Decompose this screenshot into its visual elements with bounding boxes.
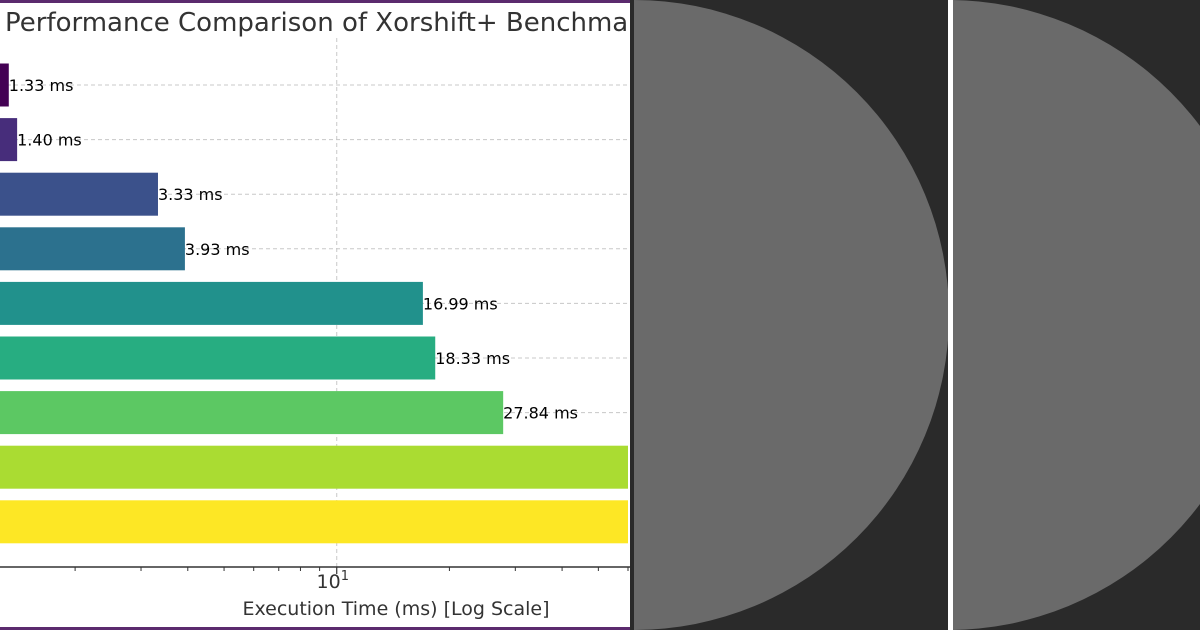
gray-disc-1 (634, 0, 948, 630)
frame-bottom-border (0, 627, 630, 630)
bar-8 (0, 500, 628, 544)
data-label-3: 3.93 ms (185, 240, 250, 259)
bar-layer (0, 63, 628, 544)
chart-panel: 1.33 ms 1.40 ms 3.33 ms 3.93 ms 16.99 ms 18.3… (0, 0, 630, 630)
data-label-6: 27.84 ms (503, 404, 578, 423)
panel-divider-white (948, 0, 953, 630)
bar-1 (0, 118, 18, 162)
gray-disc-2 (953, 0, 1200, 630)
thumbnail-panel-2 (953, 0, 1200, 630)
x-tick-layer: 101 (74, 567, 629, 593)
chart-title: Performance Comparison of Xorshift+ Benc… (5, 8, 630, 38)
bar-6 (0, 391, 504, 435)
panel-divider (630, 0, 634, 630)
thumbnail-panel-1 (634, 0, 948, 630)
data-label-5: 18.33 ms (435, 349, 510, 368)
bar-3 (0, 227, 185, 271)
bar-4 (0, 281, 423, 325)
x-axis-label: Execution Time (ms) [Log Scale] (242, 598, 549, 620)
bar-chart: 1.33 ms 1.40 ms 3.33 ms 3.93 ms 16.99 ms 18.3… (0, 0, 630, 630)
data-label-1: 1.40 ms (17, 131, 82, 150)
bar-2 (0, 172, 158, 216)
bar-0 (0, 63, 9, 107)
data-label-layer: 1.33 ms 1.40 ms 3.33 ms 3.93 ms 16.99 ms 18.3… (9, 76, 578, 423)
data-label-4: 16.99 ms (423, 294, 498, 313)
data-label-0: 1.33 ms (9, 76, 74, 95)
frame-top-border (0, 0, 630, 3)
bar-7 (0, 445, 628, 489)
x-tick-label-0: 101 (317, 569, 349, 593)
bar-5 (0, 336, 436, 380)
data-label-2: 3.33 ms (158, 185, 223, 204)
